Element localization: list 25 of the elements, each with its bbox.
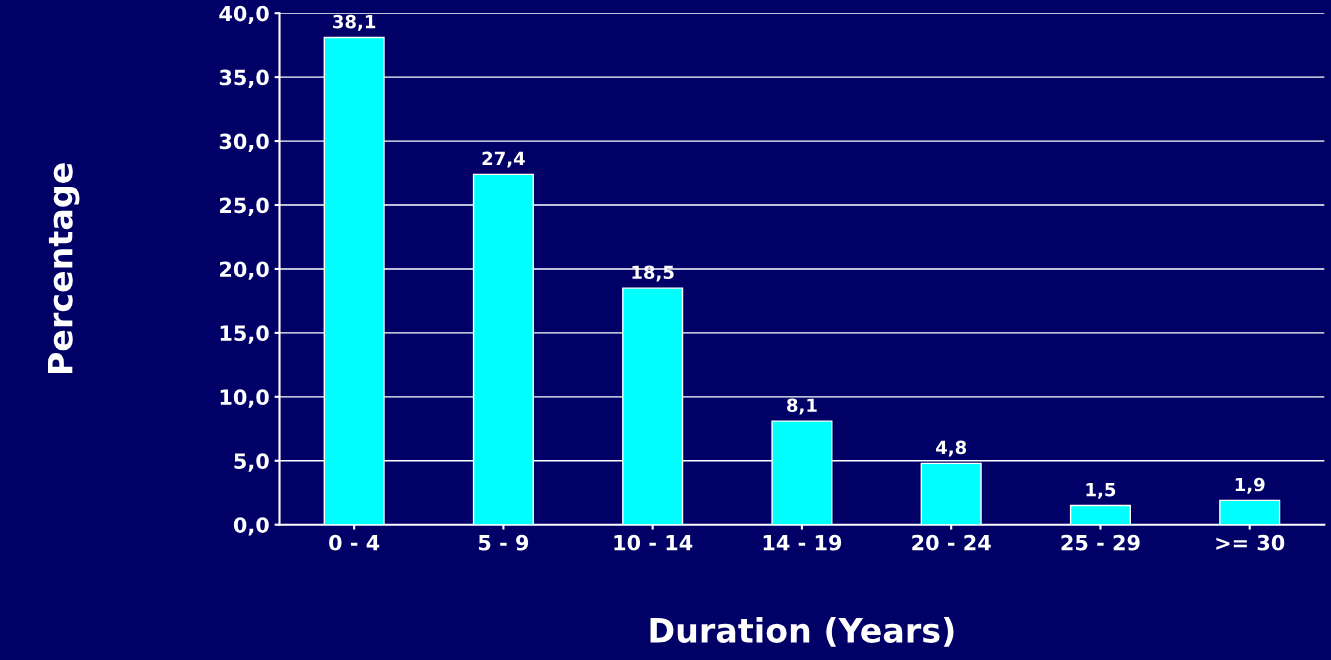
x-tick-label: 5 - 9 <box>478 534 529 551</box>
y-tick-label: 35,0 <box>219 69 269 89</box>
y-tick-label: 30,0 <box>219 133 269 152</box>
data-label: 18,5 <box>632 265 674 282</box>
data-label: 1,9 <box>1235 477 1265 494</box>
x-tick-label: 14 - 19 <box>763 534 842 551</box>
data-label: 38,1 <box>333 14 376 31</box>
y-tick-label: 15,0 <box>220 325 269 344</box>
y-tick-label: 5,0 <box>234 453 269 472</box>
y-axis-title: Percentage <box>48 163 80 374</box>
x-tick-label: 25 - 29 <box>1061 534 1140 551</box>
data-label: 27,4 <box>482 151 525 168</box>
data-label: 4,8 <box>936 440 967 457</box>
x-tick-label: >= 30 <box>1216 534 1285 551</box>
data-label: 8,1 <box>787 398 817 415</box>
y-tick-label: 10,0 <box>220 389 269 408</box>
y-tick-label: 25,0 <box>220 197 269 216</box>
x-tick-label: 0 - 4 <box>329 534 380 551</box>
x-axis-title: Duration (Years) <box>650 617 954 647</box>
y-tick-label: 0,0 <box>233 517 269 536</box>
y-tick-label: 20,0 <box>220 261 269 280</box>
y-tick-label: 40,0 <box>219 5 269 25</box>
data-label: 1,5 <box>1086 483 1116 499</box>
x-tick-label: 10 - 14 <box>614 534 693 551</box>
x-tick-label: 20 - 24 <box>912 534 991 551</box>
